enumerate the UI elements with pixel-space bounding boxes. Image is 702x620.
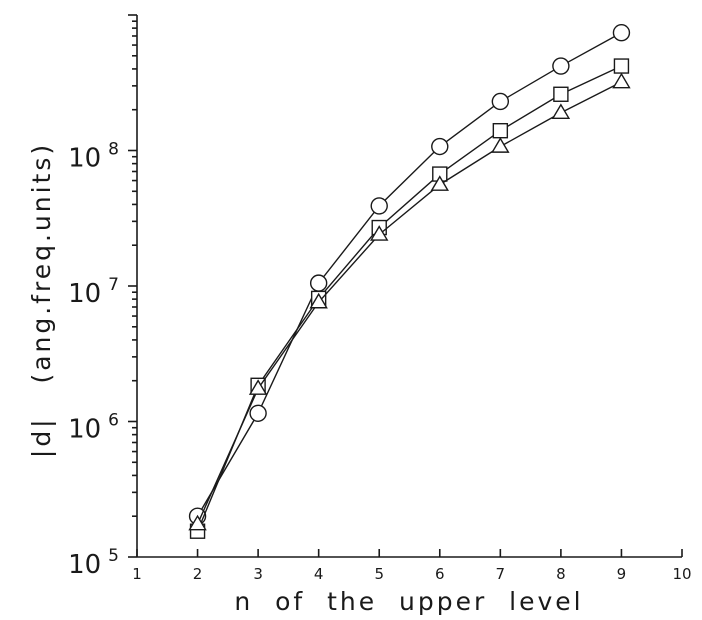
triangle-marker (430, 175, 450, 191)
y-tick-label: 10 6 (68, 411, 119, 445)
triangle-marker (551, 103, 571, 120)
x-tick-label: 3 (253, 565, 263, 583)
y-ticks: 10 5 10 6 10 7 10 8 (68, 14, 137, 580)
square-marker (553, 86, 569, 102)
circle-marker (431, 137, 449, 156)
x-tick-label: 5 (374, 565, 384, 583)
x-tick-label: 7 (496, 565, 506, 583)
x-tick-label: 9 (617, 565, 627, 583)
x-ticks: 1 2 3 4 5 6 7 8 9 10 (132, 549, 692, 583)
triangle-marker (188, 514, 207, 531)
x-tick-label: 4 (314, 565, 324, 583)
y-tick-label: 10 8 (68, 140, 119, 174)
triangle-marker (369, 225, 389, 241)
series-line-circle (196, 32, 622, 517)
x-tick-label: 8 (556, 565, 566, 583)
x-tick-label: 1 (132, 565, 142, 583)
square-marker (613, 58, 630, 74)
series-group (188, 24, 631, 539)
y-tick-exponent: 5 (108, 546, 119, 566)
series-line-triangle (196, 81, 622, 525)
triangle-marker (248, 379, 268, 395)
triangle-marker (309, 292, 328, 309)
x-tick-label: 10 (672, 565, 691, 583)
series-square (189, 58, 630, 539)
circle-marker (612, 24, 631, 42)
series-circle (188, 24, 631, 525)
y-tick-label: 10 5 (68, 546, 119, 580)
plot-area: 1 2 3 4 5 6 7 8 9 10 10 5 10 6 10 7 10 8 (68, 14, 692, 583)
square-marker (492, 122, 509, 139)
y-tick-base: 10 (68, 415, 101, 445)
circle-marker (552, 57, 570, 75)
series-line-square (196, 65, 622, 532)
triangle-marker (612, 72, 631, 89)
x-tick-label: 2 (193, 565, 203, 583)
circle-marker (249, 404, 267, 422)
y-tick-base: 10 (68, 144, 101, 174)
circle-marker (309, 274, 328, 292)
x-axis-title: n of the upper level (234, 587, 583, 616)
y-tick-base: 10 (68, 279, 101, 309)
y-tick-exponent: 7 (108, 275, 119, 295)
y-tick-label: 10 7 (68, 275, 119, 309)
circle-marker (370, 197, 388, 215)
y-tick-exponent: 6 (108, 411, 119, 431)
y-tick-exponent: 8 (108, 140, 119, 160)
series-triangle (188, 72, 631, 531)
y-axis-title: |d| (ang.freq.units) (27, 142, 56, 458)
triangle-marker (491, 137, 510, 153)
y-tick-base: 10 (68, 550, 101, 580)
circle-marker (491, 92, 510, 111)
x-tick-label: 6 (435, 565, 445, 583)
